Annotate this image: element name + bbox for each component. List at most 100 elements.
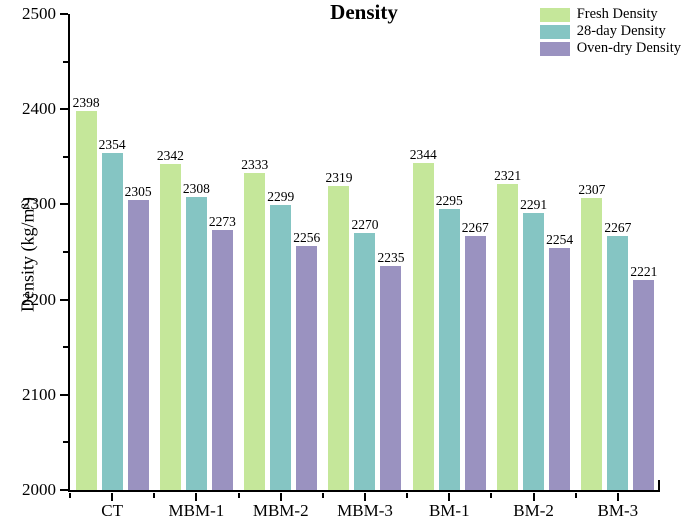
y-tick-major — [60, 108, 68, 111]
legend-label: Oven-dry Density — [576, 40, 681, 56]
x-category-label: BM-1 — [428, 501, 470, 520]
y-tick-minor — [63, 441, 68, 444]
x-tick-minor — [69, 492, 71, 498]
x-tick-minor — [321, 492, 324, 498]
x-category-label: BM-2 — [513, 501, 554, 520]
x-category-label: MBM-2 — [252, 501, 309, 520]
x-tick-minor — [574, 492, 577, 498]
bar-group-bm-2: 2321 2291 2254 — [491, 14, 575, 490]
bar-value-label: 2307 — [578, 181, 606, 197]
bar-28-day-density: 2354 — [99, 137, 126, 490]
bar-fresh-density: 2319 — [325, 170, 352, 490]
bar-oven-dry-density: 2267 — [462, 220, 489, 490]
y-tick-major — [60, 489, 68, 491]
bar-value-label: 2305 — [124, 183, 152, 199]
bar-value-label: 2333 — [241, 156, 269, 172]
bar-oven-dry-density: 2305 — [125, 184, 152, 490]
bar-value-label: 2235 — [377, 250, 405, 266]
bar-group-ct: 2398 2354 2305 — [70, 14, 154, 490]
legend-swatch-icon — [539, 24, 570, 39]
bar-oven-dry-density: 2273 — [209, 214, 236, 490]
bar-28-day-density: 2299 — [267, 189, 294, 490]
bar-value-label: 2321 — [494, 168, 522, 184]
x-tick-major — [195, 492, 198, 501]
legend-row: Fresh Density — [539, 6, 681, 22]
legend-row: Oven-dry Density — [539, 40, 681, 56]
y-tick-minor — [63, 251, 68, 253]
x-tick-major — [364, 492, 366, 501]
bar-oven-dry-density: 2221 — [630, 264, 657, 490]
bar-value-label: 2354 — [98, 137, 126, 152]
plot-area: 2000 2100 2200 2300 2400 2500 2398 2354 2305 CT 23… — [22, 5, 660, 520]
bar-group-mbm-1: 2342 2308 2273 — [154, 14, 238, 490]
legend-row: 28-day Density — [539, 23, 681, 39]
x-category-label: BM-3 — [597, 501, 639, 520]
bar-group-bm-1: 2344 2295 2267 — [407, 14, 491, 490]
bar-oven-dry-density: 2254 — [546, 232, 573, 490]
x-tick-minor — [406, 492, 409, 498]
bar-value-label: 2342 — [156, 148, 184, 164]
y-tick-label: 2200 — [22, 289, 56, 309]
bar-value-label: 2295 — [435, 193, 463, 209]
bar-value-label: 2273 — [208, 214, 236, 230]
legend-label: Fresh Density — [576, 6, 658, 22]
bar-value-label: 2344 — [409, 146, 437, 162]
y-tick-minor — [63, 346, 68, 349]
y-tick-major — [60, 393, 68, 396]
bar-oven-dry-density: 2235 — [377, 250, 404, 490]
x-axis-end-tick — [657, 480, 660, 490]
x-tick-minor — [490, 492, 493, 498]
y-tick-major — [60, 13, 68, 15]
legend: Fresh Density 28-day Density Oven-dry Dens… — [539, 6, 681, 56]
bar-value-label: 2221 — [630, 263, 658, 279]
y-tick-label: 2500 — [22, 4, 56, 23]
y-tick-major — [60, 203, 68, 206]
bar-28-day-density: 2267 — [604, 220, 631, 490]
bar-28-day-density: 2270 — [351, 217, 378, 490]
bar-value-label: 2398 — [72, 95, 100, 111]
bar-fresh-density: 2307 — [578, 182, 605, 490]
x-tick-major — [279, 492, 282, 501]
y-tick-label: 2400 — [22, 99, 56, 119]
y-tick-label: 2300 — [22, 194, 56, 214]
chart-title: Density — [330, 0, 398, 24]
legend-swatch-icon — [539, 41, 570, 56]
bar-group-bm-3: 2307 2267 2221 — [576, 14, 660, 490]
x-category-label: CT — [101, 501, 124, 520]
y-tick-minor — [63, 60, 68, 63]
bar-value-label: 2299 — [267, 189, 295, 205]
bar-value-label: 2308 — [182, 180, 210, 196]
y-tick-label: 2100 — [22, 384, 56, 404]
x-category-label: MBM-1 — [168, 501, 225, 520]
bar-fresh-density: 2321 — [494, 168, 521, 490]
bar-fresh-density: 2398 — [73, 95, 100, 490]
bar-fresh-density: 2342 — [157, 148, 184, 490]
bar-value-label: 2319 — [325, 170, 353, 186]
bar-28-day-density: 2308 — [183, 181, 210, 490]
bar-value-label: 2256 — [293, 230, 321, 246]
bar-value-label: 2267 — [604, 219, 632, 235]
legend-swatch-icon — [539, 7, 570, 22]
x-tick-major — [111, 492, 114, 501]
bar-oven-dry-density: 2256 — [293, 230, 320, 490]
bar-28-day-density: 2295 — [436, 193, 463, 490]
x-tick-major — [448, 492, 451, 501]
x-tick-minor — [237, 492, 240, 498]
y-tick-label: 2000 — [22, 480, 56, 499]
y-tick-minor — [63, 155, 68, 158]
bar-group-mbm-2: 2333 2299 2256 — [239, 14, 323, 490]
bar-value-label: 2270 — [351, 216, 379, 232]
x-tick-minor — [153, 492, 156, 498]
bar-28-day-density: 2291 — [520, 197, 547, 490]
bar-value-label: 2291 — [520, 196, 548, 212]
legend-label: 28-day Density — [576, 23, 666, 39]
bar-fresh-density: 2333 — [241, 157, 268, 490]
bar-fresh-density: 2344 — [410, 147, 437, 490]
x-tick-major — [532, 492, 535, 501]
x-tick-major — [616, 492, 619, 501]
bar-value-label: 2267 — [461, 219, 489, 235]
bar-value-label: 2254 — [546, 232, 574, 248]
y-tick-major — [60, 298, 68, 301]
x-category-label: MBM-3 — [337, 501, 393, 520]
